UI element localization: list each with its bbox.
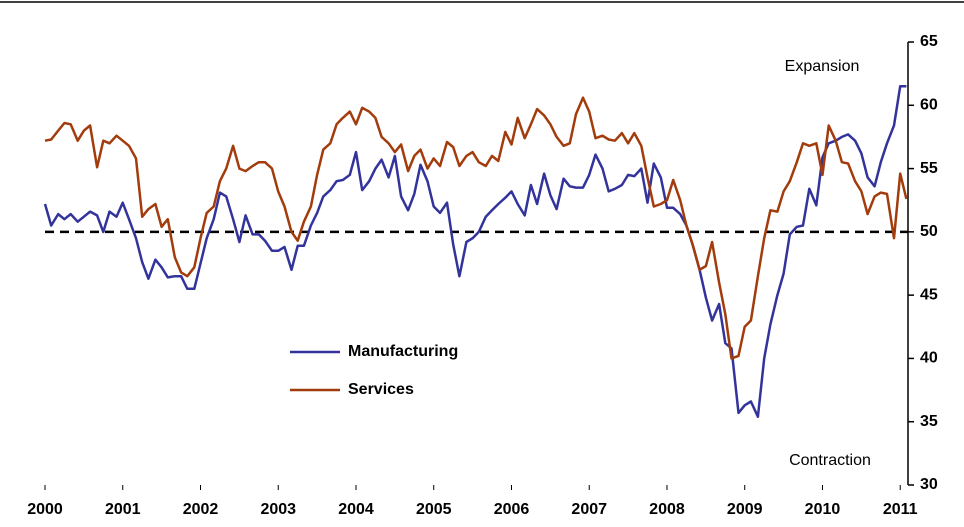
series-line bbox=[44, 96, 908, 360]
y-tick-label: 55 bbox=[920, 160, 938, 177]
x-tick-label: 2007 bbox=[571, 501, 607, 518]
y-tick-label: 50 bbox=[920, 223, 938, 240]
y-tick-label: 35 bbox=[920, 413, 938, 430]
series-line bbox=[43, 85, 907, 418]
y-tick-label: 65 bbox=[920, 33, 938, 50]
legend-label: Services bbox=[348, 381, 414, 398]
x-tick-label: 2011 bbox=[883, 501, 918, 518]
x-tick-label: 2005 bbox=[416, 501, 452, 518]
legend-label: Manufacturing bbox=[348, 343, 458, 360]
x-tick-label: 2010 bbox=[805, 501, 841, 518]
y-tick-label: 40 bbox=[920, 350, 938, 367]
x-tick-label: 2006 bbox=[494, 501, 530, 518]
x-tick-label: 2003 bbox=[260, 501, 296, 518]
annotation: Expansion bbox=[785, 58, 860, 75]
x-tick-label: 2004 bbox=[338, 501, 374, 518]
x-tick-label: 2000 bbox=[27, 501, 63, 518]
x-tick-label: 2001 bbox=[105, 501, 141, 518]
y-tick-label: 60 bbox=[920, 97, 938, 114]
y-tick-label: 30 bbox=[920, 476, 938, 493]
annotation: Contraction bbox=[789, 452, 871, 469]
x-tick-label: 2008 bbox=[649, 501, 685, 518]
x-tick-label: 2009 bbox=[727, 501, 763, 518]
x-tick-label: 2002 bbox=[183, 501, 219, 518]
y-tick-label: 45 bbox=[920, 286, 938, 303]
